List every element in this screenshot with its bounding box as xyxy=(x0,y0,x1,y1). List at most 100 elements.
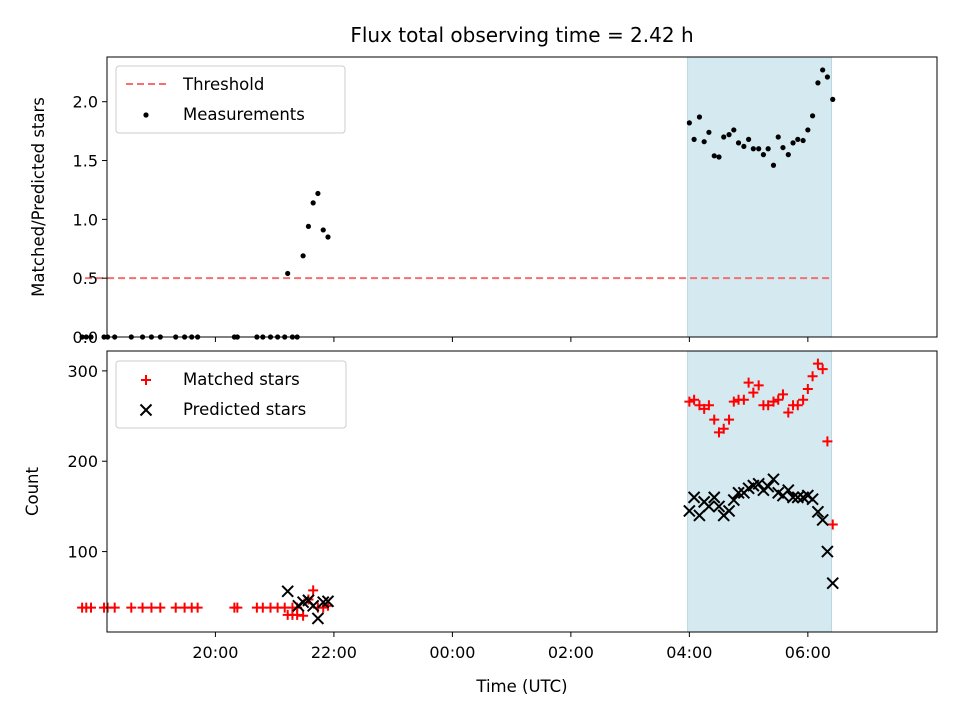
count-points xyxy=(77,358,839,625)
measurements-point xyxy=(795,136,801,142)
legend-predicted-swatch xyxy=(139,403,153,417)
measurement-points xyxy=(79,67,836,340)
measurements-point xyxy=(721,134,727,140)
matched-stars-point xyxy=(718,423,729,434)
measurements-point xyxy=(315,190,321,197)
predicted-stars-point xyxy=(752,477,765,491)
measurements-point xyxy=(815,80,821,86)
measurements-point xyxy=(756,146,762,152)
highlight-span-area xyxy=(687,350,833,633)
measurements-point xyxy=(775,134,781,140)
measurements-point xyxy=(300,253,306,259)
highlight-span-area xyxy=(687,56,833,338)
matched-stars-point xyxy=(728,396,739,407)
matched-stars-point xyxy=(807,371,818,382)
measurements-point xyxy=(731,127,737,133)
measurements-point xyxy=(711,153,717,159)
legend: Threshold Measurements xyxy=(115,65,346,134)
x-ticks xyxy=(214,337,809,342)
measurements-point xyxy=(805,127,811,133)
matched-stars-point xyxy=(155,602,166,613)
matched-stars-point xyxy=(170,602,181,613)
measurements-point xyxy=(320,227,326,233)
predicted-stars-point xyxy=(761,480,775,493)
legend-matched-swatch xyxy=(141,375,151,385)
matched-stars-point xyxy=(86,602,97,613)
matched-stars-point xyxy=(812,358,823,369)
matched-stars-point xyxy=(137,602,148,613)
predicted-stars-point xyxy=(767,473,780,486)
x-tick-label: 00:00 xyxy=(429,643,475,662)
predicted-stars-point xyxy=(791,491,804,504)
measurements-point xyxy=(790,140,796,146)
predicted-stars-point xyxy=(712,500,726,513)
x-tick-label: 06:00 xyxy=(785,643,831,662)
predicted-stars-point xyxy=(821,545,834,558)
predicted-stars-point xyxy=(306,599,320,613)
legend-x-marker xyxy=(139,403,153,417)
y-axis-label: Count xyxy=(23,466,42,516)
matched-stars-point xyxy=(308,585,319,596)
x-tick-label: 04:00 xyxy=(666,643,712,662)
predicted-stars-point xyxy=(708,491,721,504)
plot-frame xyxy=(106,350,938,633)
matched-stars-point xyxy=(768,396,779,407)
measurements-point xyxy=(691,136,697,142)
matched-stars-point xyxy=(318,602,329,613)
matched-stars-point xyxy=(192,602,203,613)
matched-stars-point xyxy=(798,394,809,405)
matched-stars-point xyxy=(709,414,720,425)
y-tick-label: 100 xyxy=(67,543,98,562)
x-tick-label: 02:00 xyxy=(548,643,594,662)
matched-stars-point xyxy=(792,400,803,411)
predicted-stars-point xyxy=(727,493,741,507)
matched-stars-point xyxy=(109,602,120,613)
x-ticks: 20:00 22:00 00:00 02:00 04:00 06:00 xyxy=(192,632,831,662)
matched-stars-point xyxy=(753,380,764,391)
predicted-stars-point xyxy=(683,504,696,518)
predicted-stars-point xyxy=(826,577,839,590)
matched-stars-point xyxy=(822,436,833,447)
x-axis-label: Time (UTC) xyxy=(475,677,567,696)
measurements-point xyxy=(310,200,316,206)
matched-stars-point xyxy=(817,364,828,375)
matched-stars-point xyxy=(689,394,700,405)
highlight-span xyxy=(687,56,833,338)
y-tick-label: 1.5 xyxy=(73,152,98,171)
predicted-stars-point xyxy=(811,505,825,519)
legend-box xyxy=(115,65,346,134)
legend-box xyxy=(115,360,347,429)
legend-threshold-label: Threshold xyxy=(182,75,264,94)
measurements-point xyxy=(770,162,777,168)
y-tick-label: 1.0 xyxy=(73,210,98,229)
matched-stars-point xyxy=(126,602,137,613)
matched-stars-point xyxy=(298,610,309,621)
measurements-point xyxy=(750,146,756,152)
predicted-stars-point xyxy=(321,595,335,608)
matched-stars-point xyxy=(783,407,794,418)
measurements-point xyxy=(785,152,791,158)
ratio-panel: 0.00.51.01.52.0 Matched/Predicted stars … xyxy=(29,56,938,347)
predicted-stars-point xyxy=(693,509,706,522)
y-tick-label: 0.0 xyxy=(73,328,98,347)
measurements-point xyxy=(716,154,722,160)
measurements-point xyxy=(830,96,836,102)
measurements-point xyxy=(686,120,692,126)
matched-stars-point xyxy=(232,602,243,613)
measurements-point xyxy=(741,143,747,150)
measurements-point xyxy=(88,334,94,340)
measurements-point xyxy=(696,114,703,120)
y-axis-label: Matched/Predicted stars xyxy=(29,97,48,297)
count-panel: 20:00 22:00 00:00 02:00 04:00 06:00 100 200 300… xyxy=(23,350,938,696)
predicted-stars-point xyxy=(702,500,716,513)
y-tick-label: 300 xyxy=(67,362,98,381)
matched-stars-point xyxy=(827,519,838,530)
y-ticks: 100 200 300 xyxy=(67,362,107,562)
chart-title: Flux total observing time = 2.42 h xyxy=(350,23,693,47)
legend-measurements-label: Measurements xyxy=(183,105,305,124)
predicted-stars-point xyxy=(732,486,745,500)
measurements-point xyxy=(706,129,712,135)
predicted-stars-point xyxy=(722,504,736,518)
predicted-stars-point xyxy=(782,483,795,497)
